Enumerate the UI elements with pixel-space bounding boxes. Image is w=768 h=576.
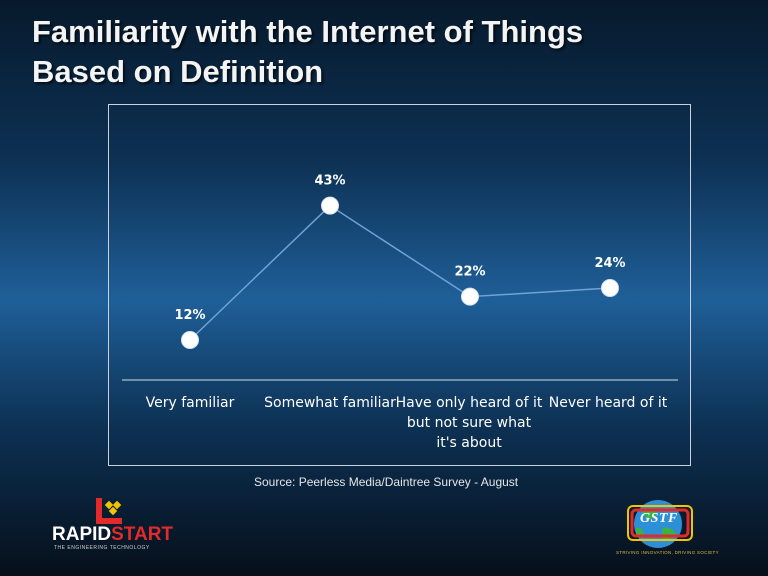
data-label-0: 12% [174, 308, 205, 323]
gstf-logo: GSTF STRIVING INNOVATION, DRIVING SOCIET… [612, 498, 722, 558]
line-chart: 12% 43% 22% 24% [122, 174, 678, 381]
gstf-tagline: STRIVING INNOVATION, DRIVING SOCIETY [616, 550, 719, 555]
data-label-1: 43% [314, 174, 345, 189]
rapidstart-word-accent: START [111, 524, 174, 545]
data-point-3 [601, 279, 619, 297]
series-layer: 12% 43% 22% 24% [174, 174, 626, 349]
chart-frame [108, 104, 691, 466]
source-note: Source: Peerless Media/Daintree Survey -… [254, 475, 519, 489]
rapidstart-tagline: THE ENGINEERING TECHNOLOGY [54, 545, 150, 551]
data-point-0 [181, 331, 199, 349]
series-line [189, 204, 611, 341]
category-label-heard-not-sure: Have only heard of it but not sure what … [395, 395, 543, 451]
rapidstart-wordmark: RAPIDSTART [52, 524, 173, 546]
category-label-very-familiar: Very familiar [145, 395, 235, 411]
rapidstart-emblem-icon [96, 498, 122, 524]
category-label-somewhat-familiar: Somewhat familiar [264, 395, 396, 411]
data-label-2: 22% [454, 265, 485, 280]
data-label-3: 24% [594, 256, 625, 271]
category-label-never-heard: Never heard of it [548, 395, 668, 411]
gstf-wordmark: GSTF [640, 511, 678, 526]
globe-icon [627, 500, 693, 548]
data-point-1 [321, 196, 339, 215]
rapidstart-logo: RAPIDSTART THE ENGINEERING TECHNOLOGY [52, 496, 182, 552]
data-point-2 [461, 287, 479, 306]
slide-title-line-1: Familiarity with the Internet of Things [32, 14, 584, 49]
slide-title: Familiarity with the Internet of Things … [32, 12, 583, 92]
rapidstart-word-main: RAPID [52, 524, 112, 545]
slide-title-line-2: Based on Definition [32, 54, 324, 89]
